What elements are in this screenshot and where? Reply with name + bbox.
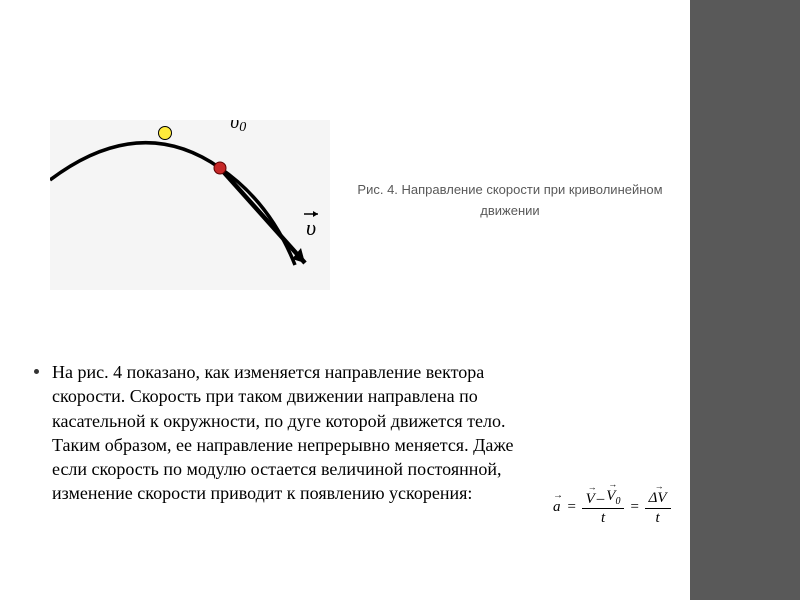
svg-text:υ0: υ0 (230, 120, 246, 135)
acceleration-formula: → a = →V – →V0 t = →ΔV t (553, 488, 688, 543)
figure-4: υ0 υ Рис. 4. Направление скорости при кр… (50, 120, 670, 290)
paragraph-text: На рис. 4 показано, как изменяется напра… (52, 362, 514, 503)
body-paragraph: На рис. 4 показано, как изменяется напра… (50, 360, 550, 506)
slide-content: υ0 υ Рис. 4. Направление скорости при кр… (0, 0, 690, 600)
velocity-diagram: υ0 υ (50, 120, 330, 290)
svg-text:υ: υ (306, 215, 316, 240)
figure-caption: Рис. 4. Направление скорости при криволи… (350, 180, 670, 222)
sidebar-decoration (690, 0, 800, 600)
bullet-icon (34, 369, 39, 374)
